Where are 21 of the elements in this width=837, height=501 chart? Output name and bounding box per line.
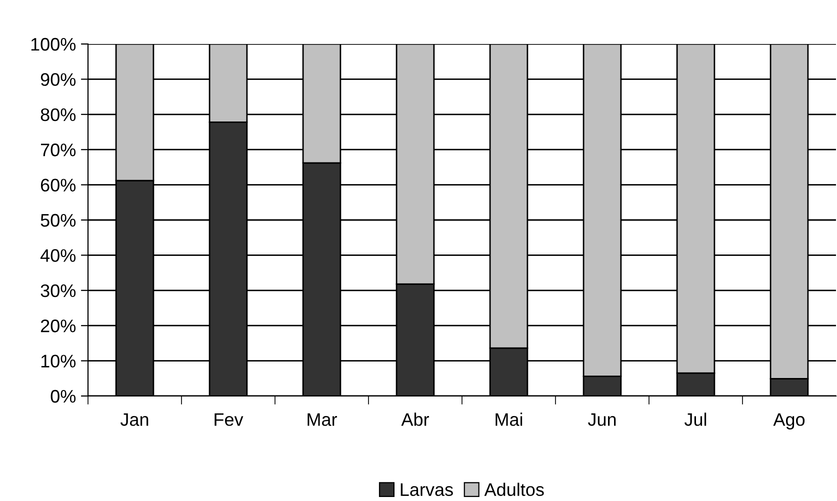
y-tick-label: 70% bbox=[40, 144, 76, 156]
x-tick-label: Jan bbox=[120, 413, 148, 426]
x-tick-label: Jul bbox=[684, 412, 706, 426]
y-tick-label: 60% bbox=[40, 178, 76, 192]
y-tick-label: 10% bbox=[41, 354, 76, 368]
y-tick-label: 30% bbox=[40, 284, 76, 298]
x-tick-label: Mai bbox=[496, 412, 522, 426]
x-tick-label: Mar bbox=[308, 413, 337, 426]
y-tick-label: 20% bbox=[40, 320, 76, 332]
y-tick-label: 40% bbox=[40, 249, 76, 262]
x-tick-label: Jun bbox=[588, 413, 616, 426]
x-tick-label: Abr bbox=[401, 412, 429, 426]
x-tick-label: Fev bbox=[214, 413, 244, 426]
y-tick-label: 50% bbox=[40, 214, 76, 227]
x-tick-label: Ago bbox=[773, 413, 805, 430]
legend-label: Larvas bbox=[400, 483, 453, 496]
y-tick-label: 80% bbox=[40, 108, 76, 122]
legend-label: Adultos bbox=[484, 482, 544, 496]
y-tick-label: 90% bbox=[40, 73, 76, 86]
y-tick-label: 100% bbox=[31, 38, 76, 51]
y-tick-label: 0% bbox=[50, 390, 76, 403]
